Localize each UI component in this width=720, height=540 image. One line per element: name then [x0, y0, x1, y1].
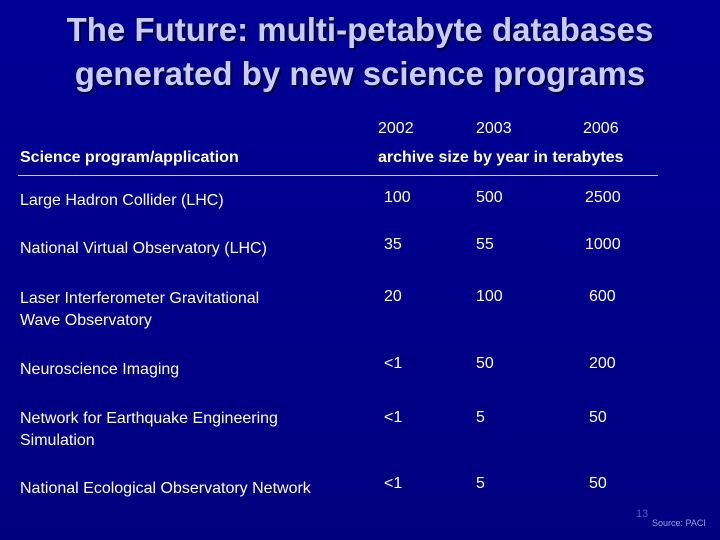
source-note: Source: PACI — [652, 518, 706, 528]
value-2006: 1000 — [585, 236, 621, 253]
value-2002: <1 — [384, 475, 403, 492]
value-2002: <1 — [384, 409, 403, 426]
program-name: National Ecological Observatory Network — [20, 478, 311, 500]
value-2002: 20 — [384, 288, 402, 305]
value-2003: 5 — [476, 409, 485, 426]
header-program: Science program/application — [20, 149, 239, 166]
value-2003: 5 — [476, 475, 485, 492]
value-2003: 500 — [476, 189, 503, 206]
value-2003: 50 — [476, 355, 494, 372]
program-name: Laser Interferometer Gravitational Wave … — [20, 288, 259, 332]
program-name-line-2: Wave Observatory — [20, 312, 152, 329]
program-name-line-1: Network for Earthquake Engineering — [20, 410, 278, 427]
program-name-line-2: Simulation — [20, 432, 95, 449]
program-name: Large Hadron Collider (LHC) — [20, 190, 224, 212]
slide-title-line-1: The Future: multi-petabyte databases — [66, 11, 654, 48]
header-archive-size: archive size by year in terabytes — [378, 149, 624, 166]
year-2006: 2006 — [583, 120, 619, 137]
program-name-line-1: Large Hadron Collider (LHC) — [20, 192, 224, 209]
program-name: National Virtual Observatory (LHC) — [20, 238, 267, 260]
header-divider — [18, 175, 658, 176]
value-2006: 600 — [589, 288, 616, 305]
program-name-line-1: National Virtual Observatory (LHC) — [20, 240, 267, 257]
program-name-line-1: Neuroscience Imaging — [20, 361, 180, 378]
slide-title-line-2: generated by new science programs — [74, 55, 646, 92]
value-2002: 35 — [384, 236, 402, 253]
value-2002: 100 — [384, 189, 411, 206]
program-name-line-1: Laser Interferometer Gravitational — [20, 290, 260, 307]
value-2003: 100 — [476, 288, 503, 305]
program-name: Network for Earthquake Engineering Simul… — [20, 408, 278, 452]
slide-number: 13 — [636, 508, 649, 520]
value-2003: 55 — [476, 236, 494, 253]
program-name: Neuroscience Imaging — [20, 359, 179, 381]
slide-title: The Future: multi-petabyte databases gen… — [0, 8, 720, 96]
value-2006: 2500 — [585, 189, 621, 206]
value-2006: 50 — [589, 409, 607, 426]
year-2002: 2002 — [378, 120, 414, 137]
program-name-line-1: National Ecological Observatory Network — [20, 480, 311, 497]
value-2002: <1 — [384, 355, 403, 372]
year-2003: 2003 — [476, 120, 512, 137]
value-2006: 200 — [589, 355, 616, 372]
value-2006: 50 — [589, 475, 607, 492]
